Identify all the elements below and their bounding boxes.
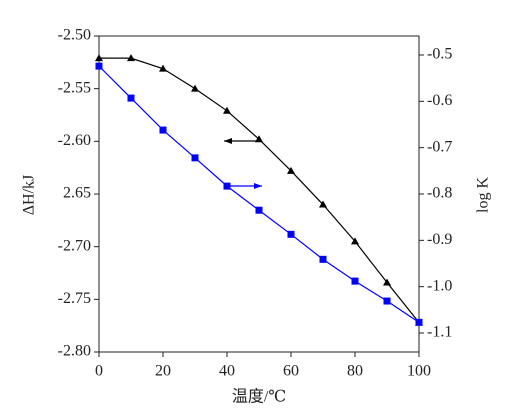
y-tick-label: -2.60	[58, 132, 91, 149]
marker	[127, 54, 135, 62]
arrow-right	[229, 183, 262, 189]
x-tick-label: 80	[347, 363, 363, 380]
marker	[255, 206, 263, 214]
y2-tick-label: -1.0	[427, 277, 452, 294]
marker	[159, 126, 167, 134]
y-tick-label: 2.65	[63, 185, 91, 202]
y-tick-label: -2.75	[58, 290, 91, 307]
x-tick-label: 20	[155, 363, 171, 380]
y2-tick-label: -0.9	[427, 231, 452, 248]
marker	[191, 84, 199, 92]
y2-tick-label: -0.6	[427, 92, 452, 109]
series-line	[99, 57, 420, 323]
marker	[223, 106, 231, 114]
arrow-left	[224, 138, 258, 144]
marker	[95, 62, 103, 70]
marker	[191, 154, 199, 162]
marker	[223, 182, 231, 190]
y2-tick-label: -0.5	[427, 46, 452, 63]
plot-frame	[98, 35, 420, 353]
y-axis-label: ΔH/kJ	[21, 175, 38, 216]
marker	[351, 277, 359, 285]
series-line	[98, 65, 420, 323]
y-tick-label: -2.55	[58, 79, 91, 96]
y2-tick-label: -1.1	[427, 324, 452, 341]
marker	[287, 230, 295, 238]
y-tick-label: -2.50	[58, 27, 91, 44]
marker	[287, 166, 295, 174]
x-tick-label: 60	[283, 363, 299, 380]
marker	[255, 135, 263, 143]
marker	[95, 54, 103, 62]
marker	[319, 255, 327, 263]
marker	[383, 278, 391, 286]
y2-axis-label: log K	[475, 177, 492, 213]
x-tick-label: 100	[407, 363, 431, 380]
y-tick-label: -2.80	[58, 343, 91, 360]
marker	[159, 64, 167, 72]
marker	[319, 200, 327, 208]
marker	[415, 318, 423, 326]
marker	[383, 297, 391, 305]
marker	[351, 237, 359, 245]
y2-tick-label: -0.8	[427, 185, 452, 202]
x-tick-label: 0	[95, 363, 103, 380]
x-tick-label: 40	[219, 363, 235, 380]
x-axis-label: 温度/℃	[232, 388, 286, 406]
y2-tick-label: -0.7	[427, 138, 452, 155]
marker	[127, 94, 135, 102]
y-tick-label: -2.70	[58, 237, 91, 254]
